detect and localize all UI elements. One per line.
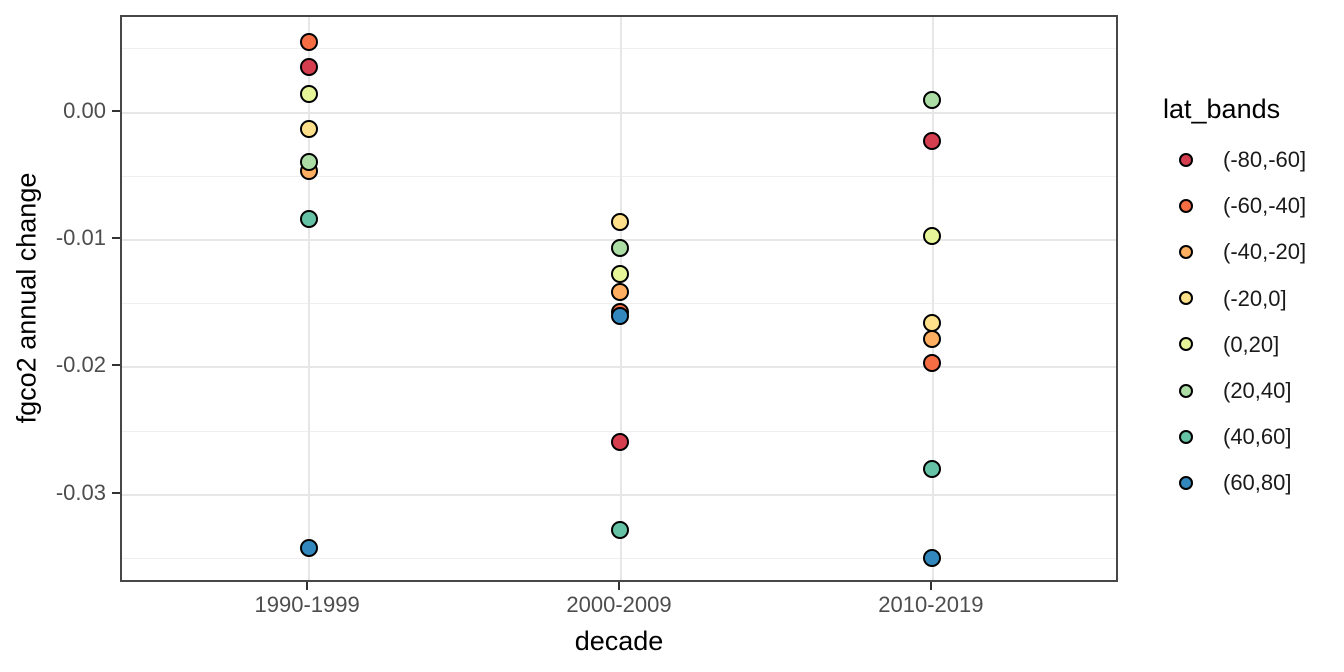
data-point [923,459,942,478]
data-point [611,432,630,451]
data-point [299,209,318,228]
x-tick-mark [618,582,620,590]
legend-key-circle [1178,291,1193,306]
data-point [299,85,318,104]
data-point [299,32,318,51]
x-axis-title: decade [574,626,664,656]
data-point [299,119,318,138]
legend-label: (60,80] [1223,470,1292,496]
legend-key-circle [1178,476,1193,490]
legend-label: (-20,0] [1223,285,1287,311]
minor-gridline [122,175,1116,177]
y-tick-mark [112,109,120,112]
data-point [923,132,942,151]
plot-panel [120,15,1118,582]
legend-key-circle [1178,429,1193,444]
data-point [611,239,630,258]
minor-gridline [122,430,1116,432]
y-tick-mark [112,236,120,239]
x-tick-label: 2010-2019 [878,592,984,617]
legend-label: (-80,-60] [1223,147,1307,172]
minor-gridline [122,558,1116,560]
legend-title: lat_bands [1163,94,1281,124]
legend-key-circle [1178,245,1193,259]
data-point [923,91,942,110]
data-point [923,329,942,348]
legend-label: (-60,-40] [1223,193,1307,219]
legend-label: (40,60] [1223,424,1292,450]
legend-key-circle [1178,152,1193,167]
vertical-gridline [931,17,934,580]
y-tick-label: 0.00 [63,97,106,123]
legend-key-circle [1178,383,1193,398]
legend-label: (0,20] [1223,331,1280,357]
legend-key-circle [1178,198,1193,213]
data-point [611,282,630,301]
vertical-gridline [308,17,311,580]
y-tick-label: -0.03 [55,479,106,505]
y-axis-title: fgco2 annual change [11,172,42,424]
major-gridline [122,493,1116,496]
data-point [923,314,942,333]
data-point [611,306,630,325]
y-tick-label: -0.01 [55,224,106,250]
legend-label: (-40,-20] [1223,239,1307,265]
data-point [923,548,942,567]
x-tick-mark [929,582,932,590]
data-point [611,520,630,539]
data-point [299,152,318,171]
data-point [923,353,942,372]
legend-key-circle [1178,337,1193,352]
data-point [611,212,630,231]
data-point [299,538,318,557]
x-tick-mark [306,582,309,590]
legend-label: (20,40] [1223,378,1292,403]
x-tick-label: 2000-2009 [566,592,672,617]
y-tick-label: -0.02 [55,352,106,378]
data-point [923,226,942,245]
y-tick-mark [112,364,120,367]
x-tick-label: 1990-1999 [254,592,360,617]
major-gridline [122,111,1116,114]
y-tick-mark [112,491,120,494]
data-point [611,264,630,283]
major-gridline [122,366,1116,369]
data-point [299,58,318,77]
minor-gridline [122,48,1116,50]
